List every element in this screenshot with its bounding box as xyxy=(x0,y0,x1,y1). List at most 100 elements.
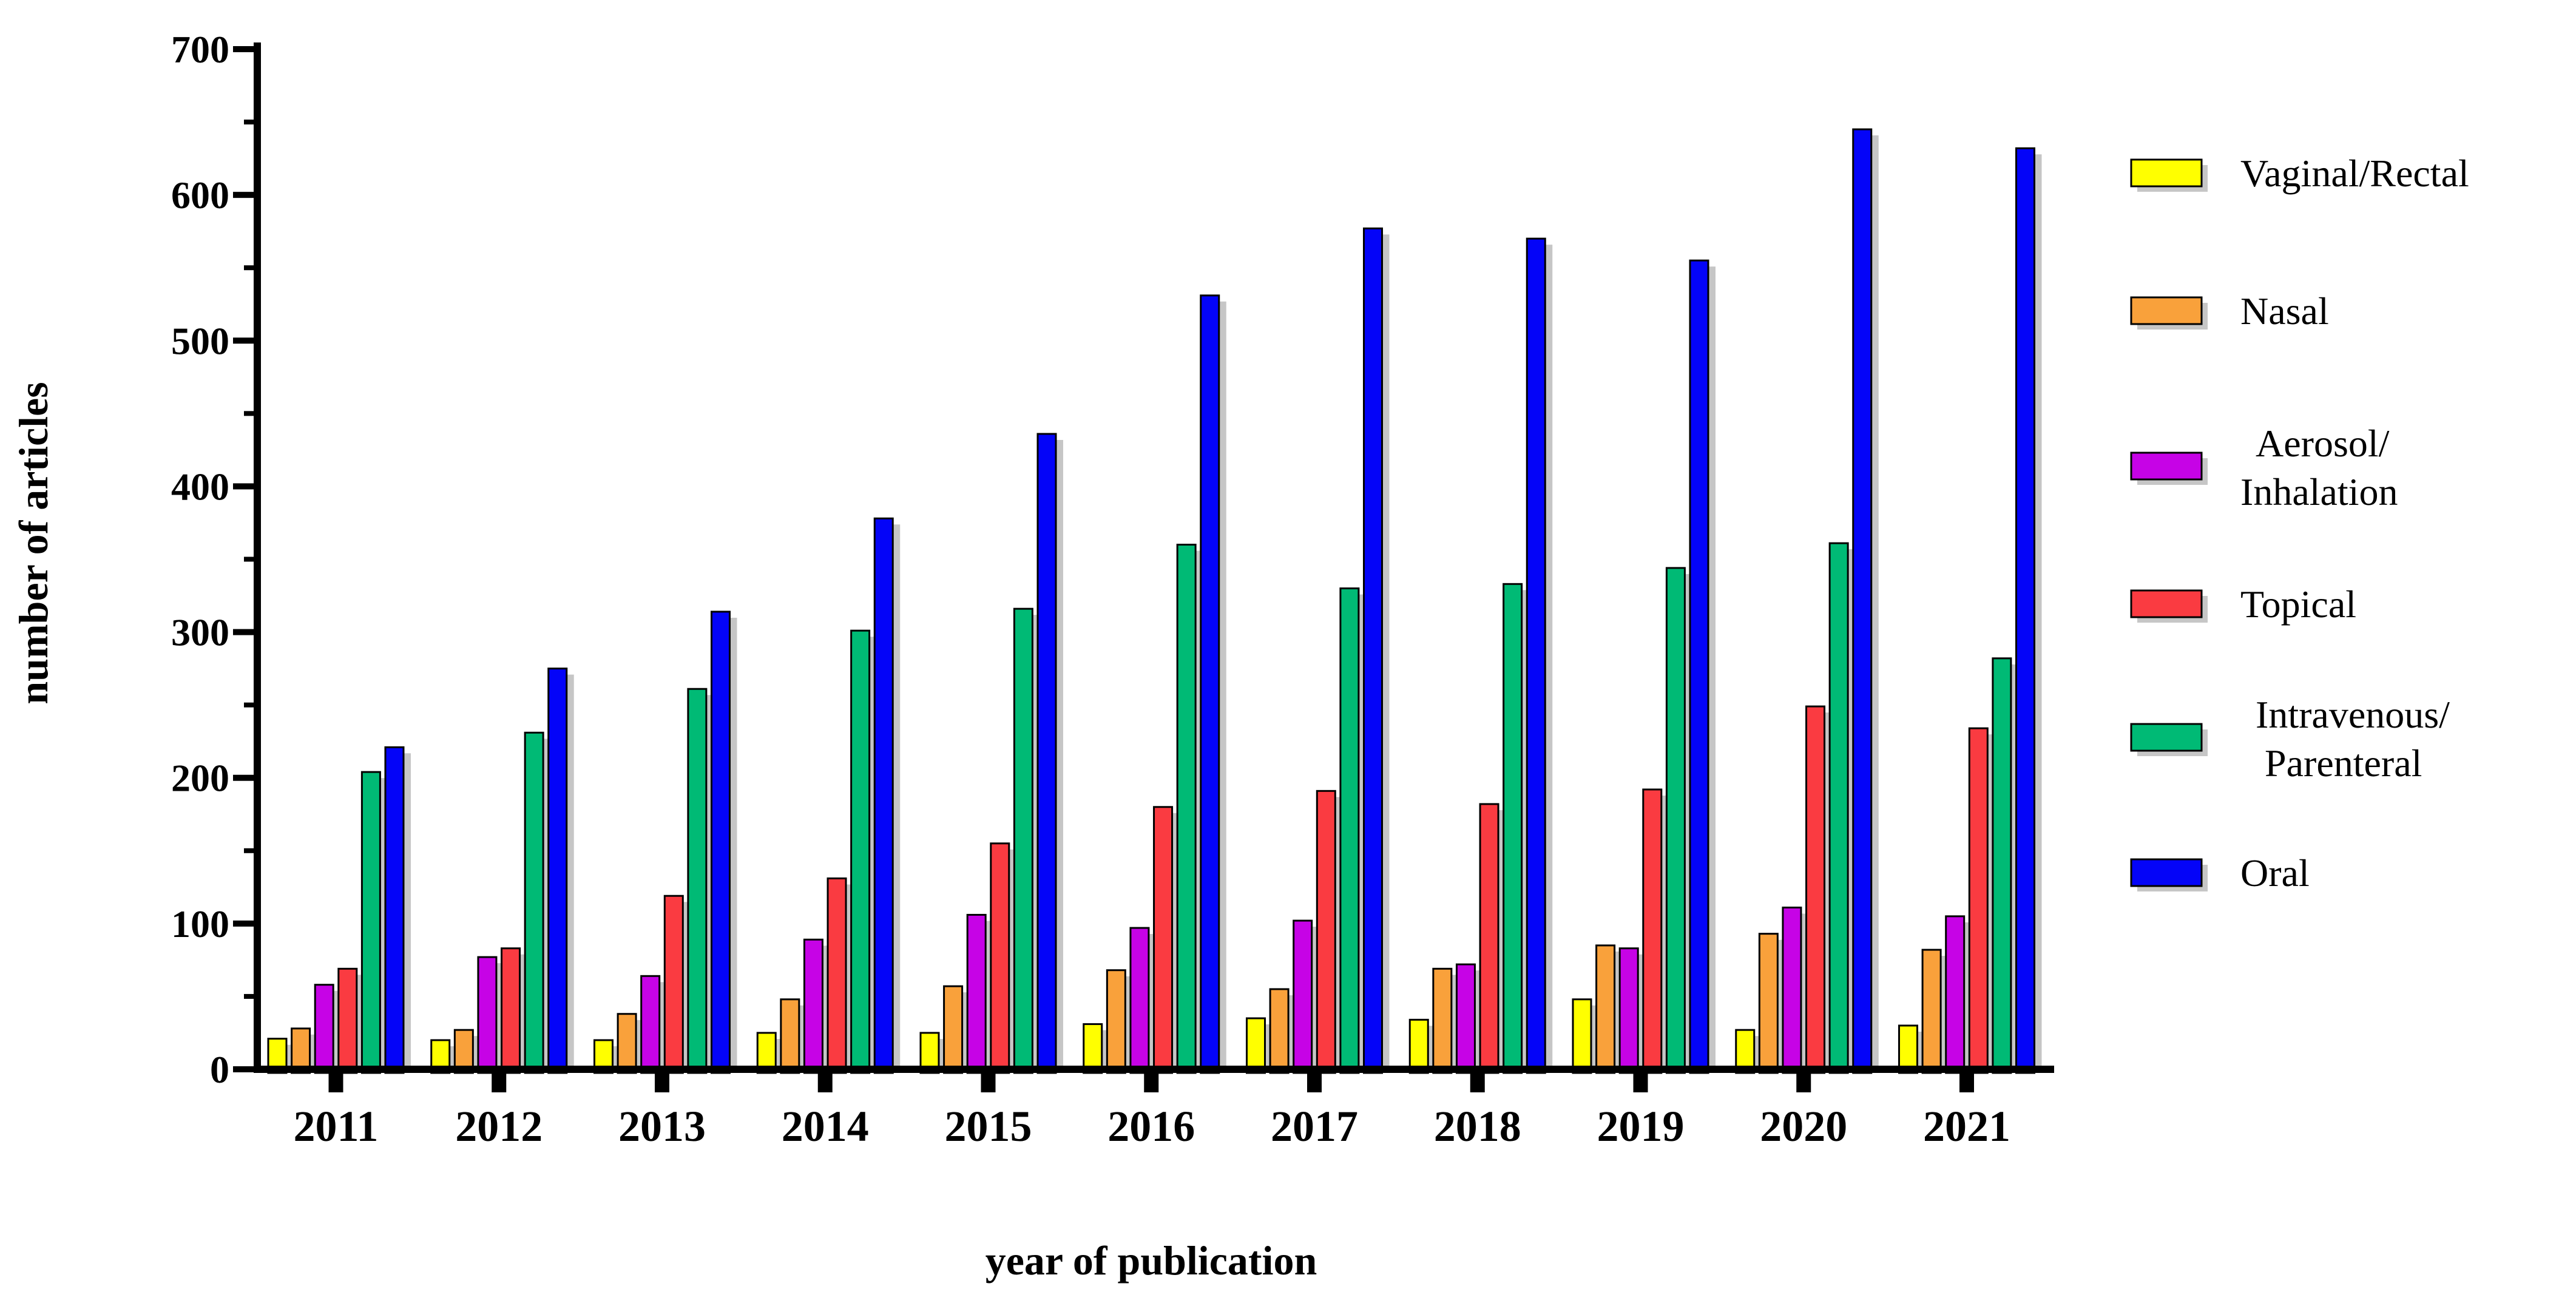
bar-2021-oral xyxy=(2015,147,2035,1074)
bar-2017-intravenous-parenteral xyxy=(1339,587,1360,1074)
x-year-label-2021: 2021 xyxy=(1923,1102,2010,1151)
bar-2014-nasal xyxy=(780,998,800,1074)
bar-2015-oral xyxy=(1036,433,1057,1074)
bar-2020-intravenous-parenteral xyxy=(1828,542,1849,1074)
bar-2015-nasal xyxy=(943,985,964,1074)
bar-2020-aerosol-inhalation xyxy=(1782,906,1802,1074)
y-minor-tick xyxy=(244,993,259,999)
legend-swatch-aerosol-inhalation xyxy=(2130,452,2203,481)
x-tick-2018 xyxy=(1470,1073,1485,1092)
bar-2012-intravenous-parenteral xyxy=(524,731,544,1074)
bar-2021-aerosol-inhalation xyxy=(1945,915,1966,1074)
bar-2020-oral xyxy=(1852,128,1873,1074)
x-year-label-2019: 2019 xyxy=(1597,1102,1685,1151)
x-tick-2013 xyxy=(655,1073,669,1092)
y-minor-tick xyxy=(244,120,259,125)
bar-2013-aerosol-inhalation xyxy=(640,975,661,1074)
x-year-label-2017: 2017 xyxy=(1271,1102,1358,1151)
bar-2011-oral xyxy=(384,746,405,1074)
legend-swatch-intravenous-parenteral xyxy=(2130,723,2203,752)
y-tick-label-100: 100 xyxy=(171,902,229,945)
bar-2019-vaginal-rectal xyxy=(1572,998,1592,1074)
legend-swatch-vaginal-rectal xyxy=(2130,158,2203,188)
bar-2021-topical xyxy=(1968,727,1989,1074)
bar-2016-intravenous-parenteral xyxy=(1176,543,1197,1074)
x-year-label-2011: 2011 xyxy=(293,1102,378,1151)
bar-2011-intravenous-parenteral xyxy=(360,771,381,1074)
bar-2012-aerosol-inhalation xyxy=(477,956,498,1074)
x-tick-2021 xyxy=(1959,1073,1974,1092)
bar-2016-oral xyxy=(1200,294,1220,1074)
legend-swatch-oral xyxy=(2130,858,2203,887)
legend-label-vaginal-rectal: Vaginal/Rectal xyxy=(2240,152,2469,195)
bar-2016-vaginal-rectal xyxy=(1083,1023,1103,1074)
bar-2014-aerosol-inhalation xyxy=(803,938,823,1074)
legend-label-aerosol-inhalation-line2: Inhalation xyxy=(2240,470,2398,513)
legend-label-topical: Topical xyxy=(2240,583,2356,626)
bar-2016-nasal xyxy=(1106,969,1126,1074)
x-tick-2016 xyxy=(1144,1073,1159,1092)
bar-2014-oral xyxy=(873,517,894,1074)
bar-2013-nasal xyxy=(617,1013,637,1074)
x-axis-title: year of publication xyxy=(985,1237,1317,1284)
y-tick-label-300: 300 xyxy=(171,611,229,654)
x-year-label-2015: 2015 xyxy=(945,1102,1032,1151)
bar-2021-nasal xyxy=(1921,949,1942,1074)
bar-2015-intravenous-parenteral xyxy=(1013,607,1033,1074)
bar-2018-aerosol-inhalation xyxy=(1455,963,1476,1074)
bar-2012-topical xyxy=(501,947,521,1074)
legend-label-oral: Oral xyxy=(2240,851,2310,895)
y-major-tick xyxy=(233,46,254,52)
bar-2015-aerosol-inhalation xyxy=(966,913,987,1074)
bar-2016-topical xyxy=(1153,806,1174,1074)
bar-2017-aerosol-inhalation xyxy=(1293,919,1313,1074)
x-tick-2017 xyxy=(1307,1073,1322,1092)
y-minor-tick xyxy=(244,556,259,562)
y-tick-label-0: 0 xyxy=(210,1048,229,1091)
bar-2017-vaginal-rectal xyxy=(1246,1017,1266,1074)
x-tick-2012 xyxy=(492,1073,507,1092)
x-axis-line xyxy=(254,1066,2054,1073)
bar-2014-topical xyxy=(827,877,847,1074)
bar-2019-topical xyxy=(1642,788,1663,1074)
y-axis-title: number of articles xyxy=(10,382,56,704)
y-minor-tick xyxy=(244,265,259,271)
bar-2019-oral xyxy=(1689,259,1709,1074)
y-minor-tick xyxy=(244,702,259,708)
y-tick-label-200: 200 xyxy=(171,757,229,800)
x-tick-2019 xyxy=(1633,1073,1648,1092)
bar-2020-nasal xyxy=(1758,933,1779,1074)
bar-2018-nasal xyxy=(1432,967,1453,1074)
legend-label-intravenous-parenteral-line2: Parenteral xyxy=(2265,742,2422,785)
y-major-tick xyxy=(233,192,254,198)
y-minor-tick xyxy=(244,848,259,853)
bar-2019-aerosol-inhalation xyxy=(1618,947,1639,1074)
bar-2017-nasal xyxy=(1269,988,1290,1074)
bar-2018-oral xyxy=(1526,237,1546,1074)
bar-2014-intravenous-parenteral xyxy=(850,629,871,1074)
x-tick-2011 xyxy=(328,1073,343,1092)
y-major-tick xyxy=(233,774,254,781)
bar-2013-oral xyxy=(711,611,731,1074)
legend-label-nasal: Nasal xyxy=(2240,289,2329,333)
x-year-label-2013: 2013 xyxy=(618,1102,706,1151)
x-tick-2015 xyxy=(981,1073,996,1092)
y-major-tick xyxy=(233,629,254,635)
bar-2021-intravenous-parenteral xyxy=(1992,657,2012,1074)
bar-2017-topical xyxy=(1316,790,1336,1074)
bar-2011-topical xyxy=(337,967,358,1074)
y-major-tick xyxy=(233,920,254,927)
y-tick-label-600: 600 xyxy=(171,174,229,217)
y-major-tick xyxy=(233,483,254,490)
x-tick-2020 xyxy=(1796,1073,1811,1092)
bar-2012-oral xyxy=(547,668,568,1074)
bar-2018-vaginal-rectal xyxy=(1408,1018,1429,1074)
x-year-label-2012: 2012 xyxy=(455,1102,543,1151)
legend-label-aerosol-inhalation-line1: Aerosol/ xyxy=(2256,422,2390,465)
x-tick-2014 xyxy=(817,1073,833,1092)
bar-2011-nasal xyxy=(291,1027,311,1074)
bar-2016-aerosol-inhalation xyxy=(1129,927,1150,1074)
bar-2013-intravenous-parenteral xyxy=(687,688,708,1074)
